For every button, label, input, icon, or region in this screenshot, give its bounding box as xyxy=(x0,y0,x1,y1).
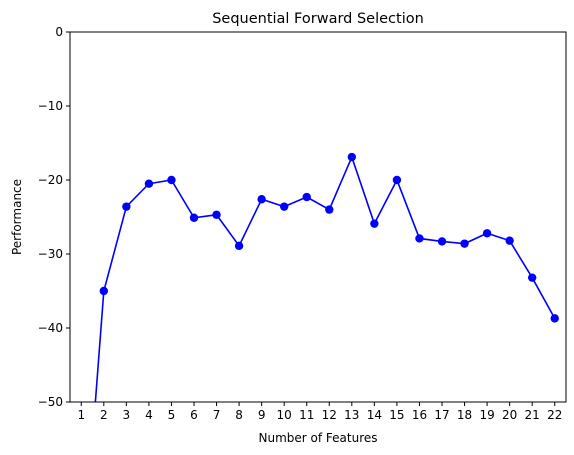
data-point xyxy=(144,179,154,188)
y-axis-label: Performance xyxy=(10,179,24,255)
x-tick-label: 9 xyxy=(258,408,266,422)
y-tick-label: −20 xyxy=(38,173,63,187)
data-point xyxy=(234,241,244,251)
data-point xyxy=(99,286,109,296)
y-tick-label: −10 xyxy=(38,99,63,113)
x-tick-label: 11 xyxy=(299,408,314,422)
data-point xyxy=(325,205,334,214)
data-point xyxy=(505,236,514,245)
y-tick-label: 0 xyxy=(55,25,63,39)
x-tick-label: 16 xyxy=(412,408,427,422)
data-point xyxy=(415,234,424,243)
x-axis: 1 2 3 4 5 6 7 8 9 10 11 12 13 14 15 16 17 18 19 20 21 22 xyxy=(77,402,562,422)
y-tick-label: −50 xyxy=(38,395,63,409)
y-tick-label: −30 xyxy=(38,247,63,261)
data-point xyxy=(527,273,537,282)
x-tick-label: 12 xyxy=(322,408,337,422)
x-tick-label: 13 xyxy=(344,408,359,422)
x-tick-label: 4 xyxy=(145,408,153,422)
x-tick-label: 20 xyxy=(502,408,517,422)
data-point xyxy=(302,192,311,202)
x-tick-label: 15 xyxy=(389,408,404,422)
x-tick-label: 3 xyxy=(123,408,131,422)
y-tick-label: −40 xyxy=(38,321,63,335)
y-axis: 0 −10 −20 −30 −40 −50 xyxy=(38,25,70,409)
x-tick-label: 18 xyxy=(457,408,472,422)
x-tick-label: 14 xyxy=(367,408,382,422)
data-point xyxy=(122,202,131,211)
x-tick-label: 21 xyxy=(525,408,540,422)
data-point xyxy=(437,237,447,246)
x-tick-label: 7 xyxy=(213,408,221,422)
x-tick-label: 2 xyxy=(100,408,108,422)
x-tick-label: 19 xyxy=(479,408,494,422)
x-tick-label: 22 xyxy=(547,408,562,422)
chart-title: Sequential Forward Selection xyxy=(212,11,424,27)
data-point xyxy=(279,202,289,211)
series-line xyxy=(94,154,556,402)
data-point xyxy=(189,213,199,222)
x-tick-label: 10 xyxy=(277,408,292,422)
data-point xyxy=(460,239,469,248)
x-tick-label: 17 xyxy=(434,408,449,422)
data-point xyxy=(550,314,559,323)
x-tick-label: 6 xyxy=(190,408,198,422)
data-point xyxy=(482,229,492,238)
x-tick-label: 1 xyxy=(77,408,85,422)
series-layer xyxy=(94,152,559,402)
data-point xyxy=(392,175,402,185)
data-point xyxy=(212,210,221,219)
x-tick-label: 5 xyxy=(168,408,176,422)
data-point xyxy=(347,152,357,162)
data-point xyxy=(370,219,379,228)
plot-frame xyxy=(69,31,567,403)
x-axis-label: Number of Features xyxy=(259,431,378,445)
data-point xyxy=(167,175,176,185)
data-point xyxy=(257,195,266,204)
x-tick-label: 8 xyxy=(235,408,243,422)
